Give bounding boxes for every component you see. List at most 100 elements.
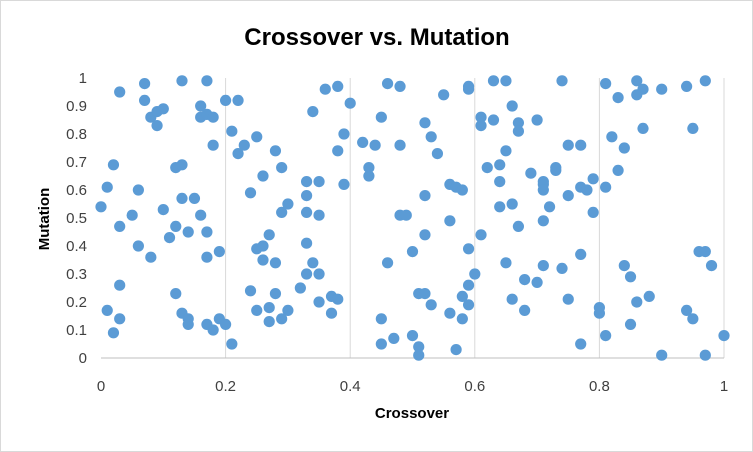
x-tick-label: 0.8: [589, 378, 610, 395]
data-point: [419, 229, 431, 241]
data-point: [263, 302, 275, 314]
y-tick-label: 0.4: [66, 238, 87, 255]
x-axis-title: Crossover: [375, 405, 449, 422]
data-point: [176, 192, 188, 204]
data-point: [201, 75, 213, 87]
data-point: [462, 83, 475, 95]
data-point: [325, 307, 338, 319]
data-point: [406, 330, 419, 342]
data-point: [705, 260, 718, 272]
data-point: [300, 237, 313, 249]
y-axis-title: Mutation: [36, 188, 53, 250]
data-point: [357, 136, 369, 148]
data-point: [226, 125, 238, 137]
data-point: [139, 94, 151, 106]
data-point: [631, 75, 643, 87]
data-point: [157, 204, 169, 216]
data-point: [269, 288, 282, 300]
data-point: [220, 318, 232, 330]
data-point: [381, 78, 394, 90]
data-point: [413, 341, 425, 353]
data-point: [506, 100, 518, 112]
data-point: [313, 209, 325, 221]
data-point: [500, 257, 512, 269]
data-point: [244, 285, 257, 297]
data-point: [400, 209, 412, 221]
data-point: [444, 307, 456, 319]
data-point: [612, 92, 624, 104]
data-point: [294, 282, 306, 294]
data-point: [257, 240, 269, 252]
x-tick-label: 1: [720, 378, 728, 395]
data-point: [176, 159, 188, 171]
data-point: [375, 111, 387, 123]
data-point: [419, 190, 431, 202]
data-point: [300, 268, 313, 280]
data-point: [207, 111, 219, 123]
data-point: [618, 142, 630, 154]
data-point: [263, 316, 275, 328]
data-point: [107, 327, 120, 339]
data-point: [531, 114, 543, 126]
data-point: [300, 206, 313, 218]
data-point: [170, 220, 182, 232]
data-point: [487, 114, 500, 126]
data-point: [413, 349, 425, 361]
data-point: [220, 94, 232, 106]
data-point: [157, 103, 169, 115]
data-point: [332, 80, 344, 92]
data-point: [195, 209, 207, 221]
data-point: [699, 75, 711, 87]
data-point: [537, 215, 549, 227]
data-point: [581, 184, 593, 196]
data-point: [550, 162, 562, 174]
data-point: [687, 122, 699, 134]
data-point: [132, 240, 144, 252]
data-point: [226, 338, 238, 350]
data-point: [681, 80, 693, 92]
data-point: [269, 145, 282, 157]
data-point: [394, 139, 406, 151]
data-point: [170, 288, 182, 300]
data-point: [188, 192, 201, 204]
data-point: [419, 288, 431, 300]
data-point: [139, 78, 151, 90]
data-point: [456, 290, 468, 302]
data-point: [132, 184, 144, 196]
data-point: [195, 100, 207, 112]
data-point: [687, 313, 699, 325]
x-tick-label: 0.2: [215, 378, 236, 395]
x-tick-labels: 0 0.2 0.4 0.6 0.8 1: [97, 378, 728, 395]
y-tick-label: 0: [79, 350, 87, 367]
data-point: [500, 145, 512, 157]
y-tick-label: 0.3: [66, 266, 87, 283]
data-point: [487, 75, 500, 87]
data-point: [282, 198, 294, 210]
data-point: [575, 139, 587, 151]
data-point: [163, 232, 176, 244]
data-point: [593, 302, 606, 314]
data-point: [512, 220, 525, 232]
data-points: [95, 75, 730, 361]
data-point: [238, 139, 250, 151]
data-point: [257, 170, 269, 182]
data-point: [562, 139, 574, 151]
data-point: [263, 229, 275, 241]
data-point: [631, 296, 643, 308]
data-point: [375, 313, 387, 325]
data-point: [151, 120, 163, 132]
data-point: [182, 318, 194, 330]
data-point: [332, 145, 344, 157]
y-tick-label: 0.1: [66, 322, 87, 339]
data-point: [600, 78, 612, 90]
data-point: [207, 139, 219, 151]
data-point: [381, 257, 394, 269]
data-point: [475, 229, 487, 241]
data-point: [101, 304, 113, 316]
data-point: [656, 83, 668, 95]
data-point: [637, 83, 649, 95]
data-point: [462, 279, 475, 291]
data-point: [587, 206, 599, 218]
data-point: [556, 75, 568, 87]
data-point: [313, 296, 325, 308]
